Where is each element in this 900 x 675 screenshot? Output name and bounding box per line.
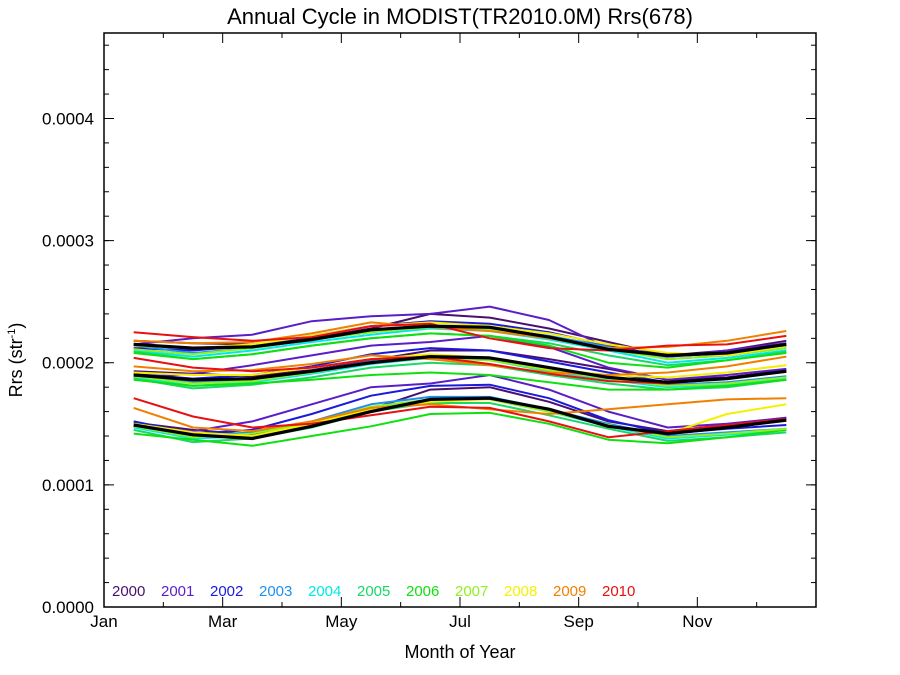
legend-item-2008: 2008 (504, 583, 537, 600)
legend-item-2005: 2005 (357, 583, 390, 600)
x-tick-label: Mar (208, 612, 238, 631)
legend-item-2002: 2002 (210, 583, 243, 600)
series-layer (133, 305, 787, 447)
legend-item-2009: 2009 (553, 583, 586, 600)
mean-series-line-3 (133, 396, 787, 441)
legend-item-2006: 2006 (406, 583, 439, 600)
y-tick-label: 0.0003 (42, 232, 94, 251)
y-tick-label: 0.0002 (42, 354, 94, 373)
x-tick-label: Jul (449, 612, 471, 631)
legend-item-2007: 2007 (455, 583, 488, 600)
y-axis-label-main: Rrs (str (6, 338, 26, 397)
y-axis-label-close: ) (6, 323, 26, 329)
y-tick-label: 0.0000 (42, 598, 94, 617)
x-tick-label: Sep (564, 612, 594, 631)
series-2010-line-3 (133, 397, 787, 439)
series-2010-line-1 (133, 322, 787, 352)
series-2006-line-1 (133, 332, 787, 369)
y-axis-label-superscript: -1 (6, 329, 18, 339)
series-2003-line-3 (133, 395, 787, 437)
axes-layer: Jan Mar May Jul Sep Nov 0.0000 0.0001 0.0002 0.00… (42, 32, 817, 631)
x-tick-label: Jan (90, 612, 117, 631)
y-tick-label: 0.0004 (42, 109, 94, 128)
legend-item-2001: 2001 (161, 583, 194, 600)
series-2001-line-2 (133, 334, 787, 381)
mean-series-line-1 (133, 324, 787, 357)
series-2007-line-2 (133, 356, 787, 387)
y-axis-label: Rrs (str-1) (6, 323, 26, 398)
y-tick-label: 0.0001 (42, 476, 94, 495)
legend: 2000 2001 2002 2003 2004 2005 2006 2007 2008 2009… (112, 583, 635, 600)
series-2001-line-3 (133, 374, 787, 433)
x-axis-label: Month of Year (404, 642, 515, 662)
legend-item-2010: 2010 (602, 583, 635, 600)
x-tick-label: May (325, 612, 358, 631)
series-2006-line-2 (133, 371, 787, 391)
legend-item-2000: 2000 (112, 583, 145, 600)
legend-item-2004: 2004 (308, 583, 341, 600)
legend-item-2003: 2003 (259, 583, 292, 600)
mean-series-line-2 (133, 355, 787, 384)
x-tick-label: Nov (682, 612, 713, 631)
chart-title: Annual Cycle in MODIST(TR2010.0M) Rrs(67… (227, 4, 693, 29)
series-2006-line-3 (133, 411, 787, 447)
